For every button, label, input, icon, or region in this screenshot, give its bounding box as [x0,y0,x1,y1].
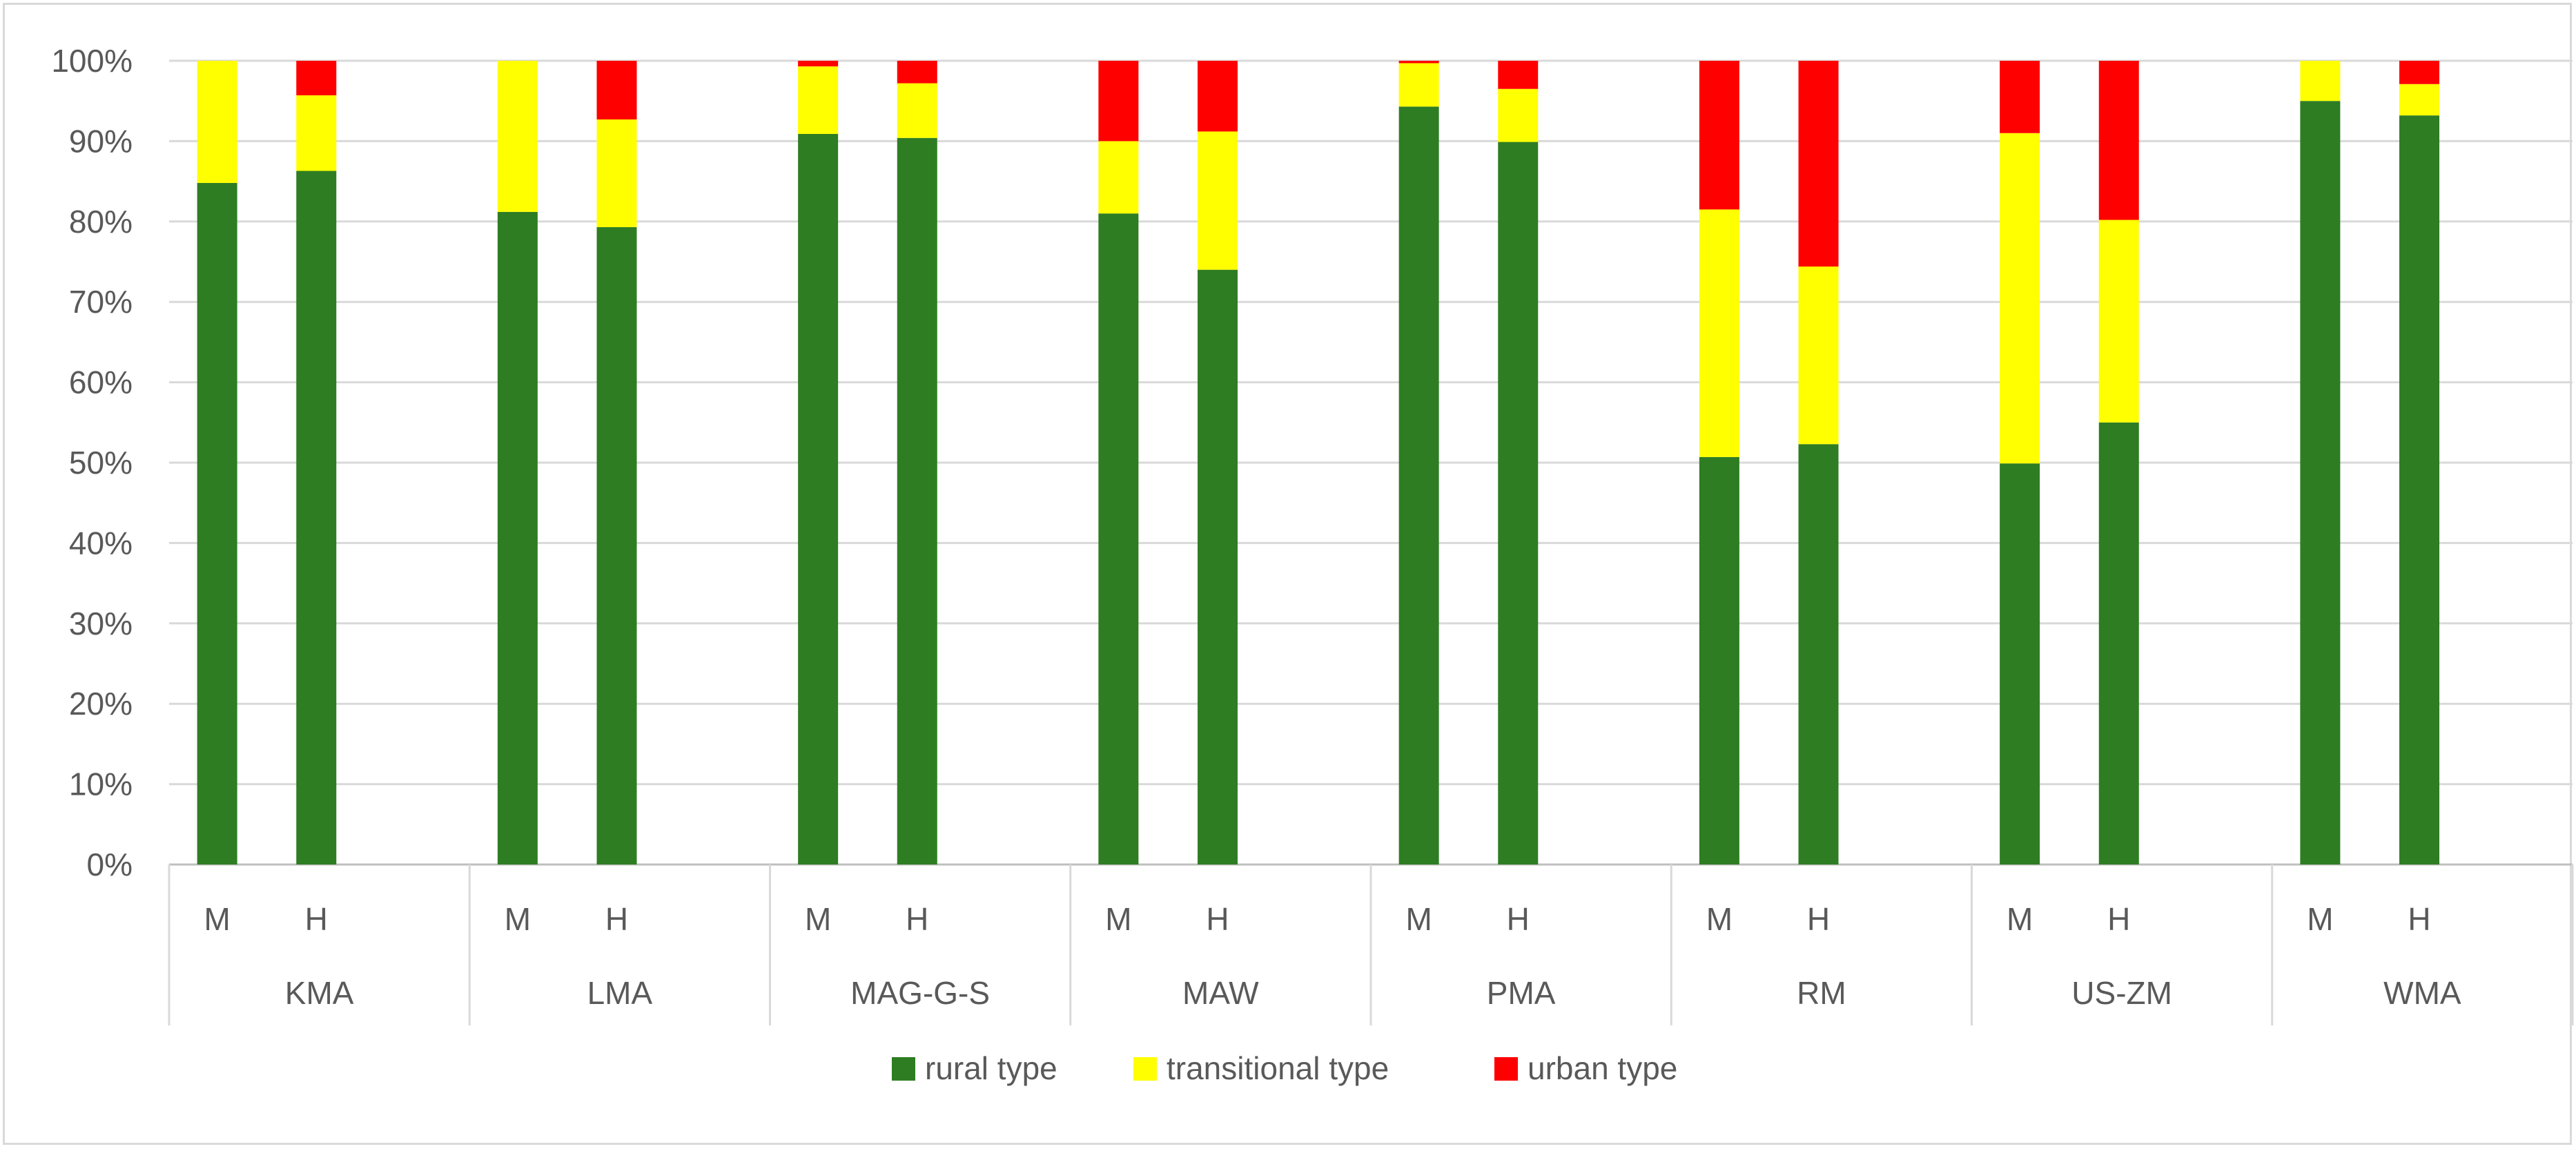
group-label: MAG-G-S [850,975,990,1011]
bar-rural-type-US-ZM-H [2098,422,2139,865]
group-label: PMA [1487,975,1556,1011]
subcategory-label: M [1706,901,1733,937]
bar-transitional-type-WMA-H [2399,84,2440,116]
bar-transitional-type-LMA-M [497,61,538,212]
legend-label: urban type [1528,1050,1677,1086]
bar-transitional-type-LMA-H [596,119,637,227]
bar-rural-type-WMA-M [2300,101,2341,865]
bar-urban-type-US-ZM-M [2000,61,2040,133]
bar-transitional-type-MAW-M [1098,141,1139,214]
bar-transitional-type-RM-H [1798,266,1839,445]
bar-transitional-type-RM-M [1699,209,1739,457]
legend-label: rural type [925,1050,1057,1086]
bar-rural-type-MAG-G-S-H [897,137,937,865]
bar-transitional-type-MAG-G-S-M [798,66,839,134]
subcategory-label: M [204,901,230,937]
legend-swatch-urban-type [1494,1057,1518,1081]
subcategory-label: M [805,901,831,937]
group-label: RM [1797,975,1846,1011]
y-tick-label: 40% [69,525,133,561]
bar-urban-type-RM-M [1699,61,1739,210]
y-tick-label: 90% [69,123,133,159]
bar-urban-type-MAW-M [1098,61,1139,142]
bar-urban-type-PMA-M [1398,61,1439,64]
bar-transitional-type-US-ZM-M [2000,133,2040,464]
legend-swatch-transitional-type [1133,1057,1157,1081]
bar-rural-type-MAG-G-S-M [798,133,839,865]
bar-rural-type-WMA-H [2399,115,2440,865]
bar-urban-type-MAG-G-S-M [798,61,839,67]
bar-transitional-type-PMA-H [1498,88,1539,142]
y-tick-label: 20% [69,686,133,722]
y-tick-label: 50% [69,445,133,481]
bar-transitional-type-KMA-H [296,95,337,171]
legend-swatch-rural-type [892,1057,915,1081]
subcategory-label: M [1105,901,1131,937]
subcategory-label: M [1405,901,1432,937]
bar-urban-type-WMA-H [2399,61,2440,84]
subcategory-label: M [2307,901,2333,937]
bar-transitional-type-WMA-M [2300,61,2341,102]
subcategory-label: H [605,901,628,937]
subcategory-label: M [2007,901,2033,937]
subcategory-label: H [906,901,928,937]
subcategory-label: H [1507,901,1530,937]
bar-transitional-type-US-ZM-H [2098,220,2139,423]
stacked-bar-chart: 0% 10% 20% 30% 40% 50% 60% 70% 80% 90% 100% M H KMA M H… [51,43,2574,1086]
group-label: US-ZM [2071,975,2172,1011]
bar-urban-type-MAG-G-S-H [897,61,937,84]
legend-label: transitional type [1167,1050,1389,1086]
group-label: KMA [285,975,354,1011]
y-tick-label: 30% [69,606,133,641]
bar-rural-type-RM-H [1798,444,1839,865]
bar-urban-type-US-ZM-H [2098,61,2139,220]
y-tick-label: 80% [69,204,133,240]
bar-rural-type-MAW-M [1098,213,1139,865]
bar-rural-type-PMA-H [1498,142,1539,865]
bar-transitional-type-KMA-M [197,61,237,183]
group-label: LMA [587,975,653,1011]
subcategory-label: H [305,901,328,937]
group-label: WMA [2383,975,2461,1011]
y-tick-label: 10% [69,766,133,802]
bar-transitional-type-MAW-H [1198,131,1238,270]
subcategory-label: M [505,901,531,937]
subcategory-label: H [2408,901,2430,937]
bar-rural-type-RM-M [1699,456,1739,865]
y-tick-label: 70% [69,284,133,320]
bar-transitional-type-MAG-G-S-H [897,83,937,138]
bar-rural-type-US-ZM-M [2000,463,2040,865]
y-tick-label: 60% [69,365,133,400]
bar-urban-type-LMA-H [596,61,637,119]
bar-urban-type-RM-H [1798,61,1839,267]
bar-urban-type-KMA-H [296,61,337,96]
subcategory-label: H [1807,901,1830,937]
bar-rural-type-KMA-M [197,182,237,865]
bar-rural-type-LMA-M [497,211,538,865]
bar-urban-type-MAW-H [1198,61,1238,132]
bar-rural-type-KMA-H [296,171,337,865]
bar-rural-type-MAW-H [1198,269,1238,865]
group-label: MAW [1182,975,1259,1011]
bar-transitional-type-PMA-M [1398,63,1439,107]
chart-frame: 0% 10% 20% 30% 40% 50% 60% 70% 80% 90% 100% M H KMA M H… [3,3,2574,1145]
bar-rural-type-PMA-M [1398,106,1439,865]
bar-urban-type-PMA-H [1498,61,1539,89]
bar-rural-type-LMA-H [596,226,637,865]
y-tick-label: 0% [87,847,133,882]
subcategory-label: H [2107,901,2130,937]
subcategory-label: H [1206,901,1229,937]
y-tick-label: 100% [51,43,133,79]
